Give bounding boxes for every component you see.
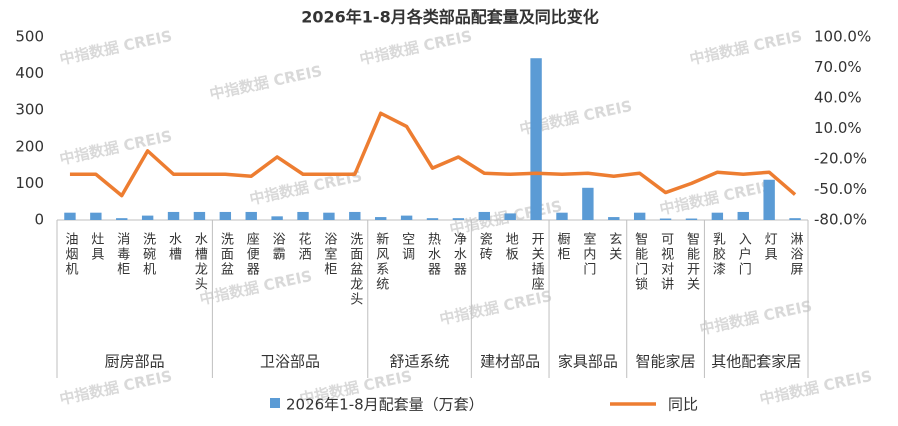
- group-label: 厨房部品: [105, 353, 165, 371]
- y2-tick-label: -80.0%: [814, 211, 867, 229]
- bar: [530, 58, 542, 221]
- watermark: 中指数据 CREIS: [438, 287, 554, 328]
- bar: [349, 211, 361, 220]
- x-tick-label: 橱柜: [554, 232, 570, 262]
- x-tick-label: 开关插座: [529, 232, 545, 292]
- x-tick-label: 浴室柜: [321, 232, 337, 277]
- x-tick-label: 淋浴屏: [788, 232, 804, 277]
- bar: [245, 211, 257, 220]
- bar: [167, 211, 180, 220]
- bar: [90, 212, 102, 220]
- bar: [219, 211, 232, 220]
- x-tick-label: 智能门锁: [632, 232, 648, 292]
- x-tick-label: 座便器: [244, 232, 259, 277]
- watermark: 中指数据 CREIS: [688, 27, 804, 68]
- bar: [737, 211, 749, 220]
- bar: [323, 212, 335, 220]
- y2-tick-label: 40.0%: [814, 89, 862, 107]
- bar: [685, 218, 698, 220]
- x-tick-label: 灯具: [762, 232, 778, 262]
- bar: [64, 212, 76, 220]
- y-tick-label: 500: [15, 28, 44, 46]
- bar: [297, 211, 309, 220]
- x-tick-label: 室内门: [580, 231, 596, 277]
- bar: [400, 215, 413, 220]
- y-tick-label: 400: [15, 64, 44, 82]
- bar: [789, 218, 801, 220]
- x-tick-label: 浴霸: [270, 232, 286, 262]
- bar: [633, 212, 646, 220]
- x-tick-label: 洗碗机: [140, 232, 156, 277]
- x-tick-label: 水槽: [166, 232, 182, 262]
- x-tick-label: 智能开关: [684, 232, 700, 292]
- x-tick-label: 洗面盆: [218, 232, 234, 277]
- legend-swatch: [270, 398, 280, 408]
- x-tick-label: 空调: [399, 232, 415, 262]
- watermark: 中指数据 CREIS: [358, 27, 474, 68]
- chart-title: 2026年1-8月各类部品配套量及同比变化: [301, 8, 598, 27]
- y2-tick-label: 10.0%: [814, 119, 862, 137]
- bar: [141, 215, 154, 220]
- x-tick-label: 地板: [503, 232, 519, 262]
- group-label: 舒适系统: [390, 353, 450, 371]
- bar: [426, 218, 439, 220]
- x-tick-label: 热水器: [425, 232, 441, 277]
- y-tick-label: 300: [15, 101, 44, 119]
- group-label: 卫浴部品: [260, 353, 320, 371]
- bar: [271, 216, 283, 220]
- watermark: 中指数据 CREIS: [208, 62, 324, 103]
- group-label: 家具部品: [558, 353, 618, 371]
- bar: [608, 217, 620, 220]
- bar: [375, 217, 387, 220]
- group-label: 其他配套家居: [711, 353, 801, 371]
- group-label: 建材部品: [480, 353, 540, 371]
- x-tick-label: 消毒柜: [114, 232, 130, 277]
- bar: [763, 179, 775, 220]
- x-tick-label: 油烟机: [62, 232, 78, 277]
- y2-tick-label: 70.0%: [814, 58, 862, 76]
- y2-tick-label: 100.0%: [814, 28, 871, 46]
- group-label: 智能家居: [636, 353, 696, 371]
- y2-tick-label: -20.0%: [814, 150, 867, 168]
- x-tick-label: 新风系统: [373, 231, 389, 292]
- x-tick-label: 入户门: [736, 232, 752, 277]
- x-tick-label: 水槽龙头: [192, 232, 208, 292]
- watermark: 中指数据 CREIS: [58, 367, 174, 408]
- legend-label: 2026年1-8月配套量（万套）: [286, 396, 484, 414]
- watermark: 中指数据 CREIS: [58, 27, 174, 68]
- x-tick-label: 洗面盆龙头: [347, 232, 363, 307]
- watermark: 中指数据 CREIS: [658, 177, 774, 218]
- x-tick-label: 花洒: [296, 231, 312, 262]
- watermark: 中指数据 CREIS: [58, 127, 174, 168]
- bar: [556, 212, 568, 220]
- y-tick-label: 200: [15, 137, 44, 155]
- watermark: 中指数据 CREIS: [698, 297, 814, 338]
- bar: [452, 218, 465, 220]
- x-tick-label: 瓷砖: [477, 232, 493, 262]
- y-tick-label: 0: [34, 211, 44, 229]
- y2-tick-label: -50.0%: [814, 180, 867, 198]
- bar: [116, 218, 128, 220]
- bar: [582, 187, 594, 220]
- x-tick-label: 玄关: [606, 232, 622, 262]
- x-tick-label: 可视对讲: [658, 232, 674, 292]
- bar: [478, 211, 490, 220]
- x-tick-label: 乳胶漆: [710, 232, 726, 277]
- x-tick-label: 灶具: [88, 232, 104, 262]
- bar: [193, 211, 206, 220]
- y-tick-label: 100: [15, 174, 44, 192]
- bar: [659, 218, 672, 220]
- legend-label: 同比: [668, 396, 698, 414]
- bar: [711, 212, 724, 220]
- line: [69, 111, 797, 198]
- bar: [504, 213, 516, 220]
- x-tick-label: 净水器: [451, 232, 467, 277]
- watermark: 中指数据 CREIS: [758, 367, 874, 408]
